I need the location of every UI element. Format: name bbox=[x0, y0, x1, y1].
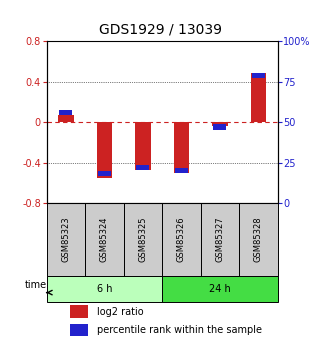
Bar bbox=[70, 324, 88, 336]
Text: GSM85327: GSM85327 bbox=[215, 216, 224, 262]
Text: log2 ratio: log2 ratio bbox=[97, 307, 144, 317]
Bar bbox=[252, 73, 265, 78]
Text: 24 h: 24 h bbox=[209, 284, 231, 294]
FancyBboxPatch shape bbox=[47, 276, 162, 302]
Text: GSM85326: GSM85326 bbox=[177, 216, 186, 262]
Bar bbox=[251, 73, 266, 122]
Bar bbox=[58, 115, 74, 122]
FancyBboxPatch shape bbox=[162, 203, 201, 276]
Bar bbox=[174, 122, 189, 172]
FancyBboxPatch shape bbox=[201, 203, 239, 276]
Text: GSM85324: GSM85324 bbox=[100, 216, 109, 262]
Text: 6 h: 6 h bbox=[97, 284, 112, 294]
Text: GDS1929 / 13039: GDS1929 / 13039 bbox=[99, 22, 222, 36]
Text: GSM85325: GSM85325 bbox=[138, 216, 147, 262]
FancyBboxPatch shape bbox=[162, 276, 278, 302]
Bar bbox=[70, 305, 88, 318]
Text: time: time bbox=[25, 280, 47, 290]
Bar bbox=[59, 110, 72, 115]
Bar bbox=[175, 168, 188, 173]
Text: percentile rank within the sample: percentile rank within the sample bbox=[97, 325, 262, 335]
FancyBboxPatch shape bbox=[85, 203, 124, 276]
Bar bbox=[135, 122, 151, 169]
Text: GSM85328: GSM85328 bbox=[254, 216, 263, 262]
FancyBboxPatch shape bbox=[47, 203, 85, 276]
FancyBboxPatch shape bbox=[124, 203, 162, 276]
Bar bbox=[213, 125, 226, 129]
Text: GSM85323: GSM85323 bbox=[61, 216, 70, 262]
Bar bbox=[97, 122, 112, 178]
FancyBboxPatch shape bbox=[239, 203, 278, 276]
Bar bbox=[98, 171, 111, 176]
Bar bbox=[136, 165, 149, 170]
Bar bbox=[212, 122, 228, 126]
